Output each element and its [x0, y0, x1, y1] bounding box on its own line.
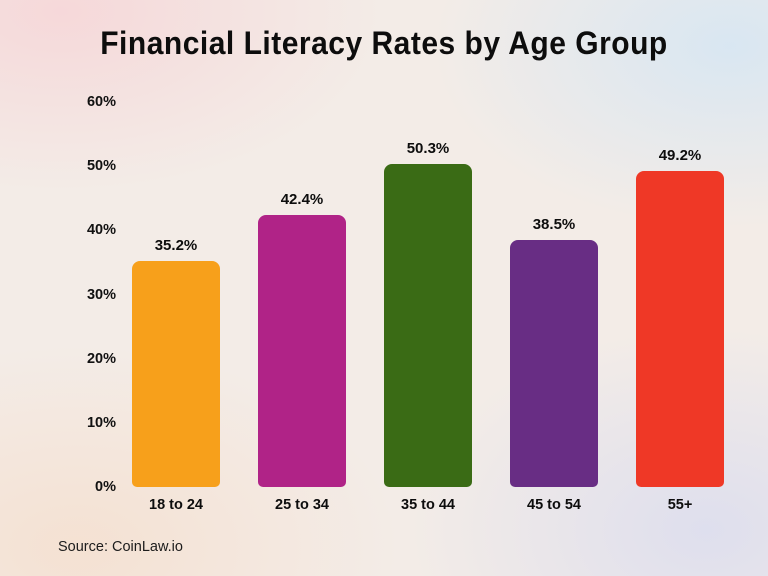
x-axis-label: 45 to 54 — [527, 497, 581, 513]
bar — [258, 214, 346, 487]
x-axis: 18 to 24 25 to 34 35 to 44 45 to 54 55+ — [130, 497, 726, 513]
bar-group: 49.2% — [636, 147, 724, 487]
bar-value-label: 50.3% — [406, 140, 450, 158]
bar-group: 38.5% — [510, 216, 598, 487]
bar-value-label: 38.5% — [532, 215, 576, 233]
x-axis-label: 18 to 24 — [149, 497, 203, 513]
bar — [636, 171, 724, 487]
bar — [510, 239, 598, 487]
y-tick-label: 50% — [86, 158, 116, 175]
bar-value-label: 42.4% — [280, 190, 324, 208]
bar — [132, 261, 220, 487]
x-axis-label: 35 to 44 — [401, 497, 455, 513]
y-tick-label: 40% — [86, 222, 116, 239]
y-tick-label: 10% — [86, 414, 116, 431]
bar-chart: 0% 10% 20% 30% 40% 50% 60% 35.2% 42.4% 50.3% 38.5… — [50, 94, 726, 495]
source-text: Source: CoinLaw.io — [58, 539, 183, 555]
plot-area: 35.2% 42.4% 50.3% 38.5% 49.2% — [130, 102, 726, 487]
bar-value-label: 49.2% — [658, 147, 702, 165]
bar — [384, 164, 472, 487]
y-tick-label: 0% — [95, 479, 116, 495]
x-axis-label: 25 to 34 — [275, 497, 329, 513]
bar-group: 42.4% — [258, 191, 346, 487]
chart-title: Financial Literacy Rates by Age Group — [100, 25, 668, 62]
bar-group: 35.2% — [132, 237, 220, 487]
bar-value-label: 35.2% — [154, 237, 198, 255]
bar-group: 50.3% — [384, 140, 472, 487]
y-tick-label: 60% — [86, 94, 116, 110]
x-axis-label: 55+ — [667, 497, 693, 513]
y-tick-label: 30% — [86, 286, 116, 303]
y-tick-label: 20% — [86, 350, 116, 367]
y-axis: 0% 10% 20% 30% 40% 50% 60% — [50, 94, 130, 495]
